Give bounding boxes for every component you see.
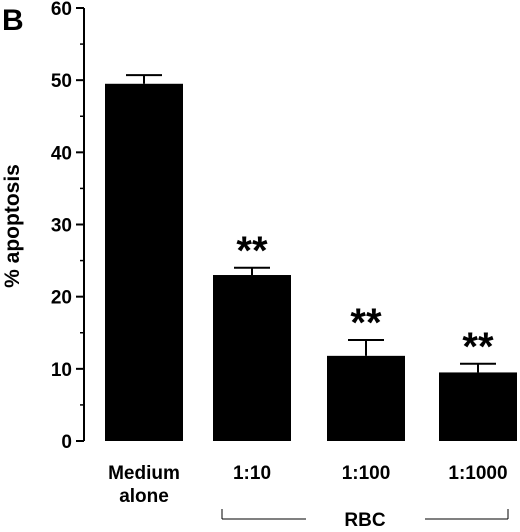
bar: [439, 372, 517, 441]
y-tick-label: 20: [51, 288, 72, 309]
significance-label: **: [236, 229, 268, 273]
y-tick-label: 50: [51, 71, 72, 92]
x-tick-label: 1:100: [342, 463, 391, 484]
panel-label: B: [2, 4, 24, 37]
y-tick-label: 40: [51, 143, 72, 164]
x-tick-label: Medium: [108, 463, 180, 484]
x-tick-label: 1:1000: [448, 463, 507, 484]
x-tick-label: 1:10: [233, 463, 271, 484]
bar: [213, 275, 291, 441]
y-tick-label: 30: [51, 216, 72, 237]
y-tick-label: 60: [51, 0, 72, 20]
significance-label: **: [462, 325, 494, 369]
x-tick-label: alone: [119, 486, 169, 507]
y-tick-label: 0: [61, 432, 72, 453]
bar: [327, 355, 405, 441]
y-tick-label: 10: [51, 360, 72, 381]
bar: [105, 83, 183, 442]
y-axis-label: % apoptosis: [1, 164, 24, 288]
significance-label: **: [350, 301, 382, 345]
group-label: RBC: [344, 510, 385, 531]
